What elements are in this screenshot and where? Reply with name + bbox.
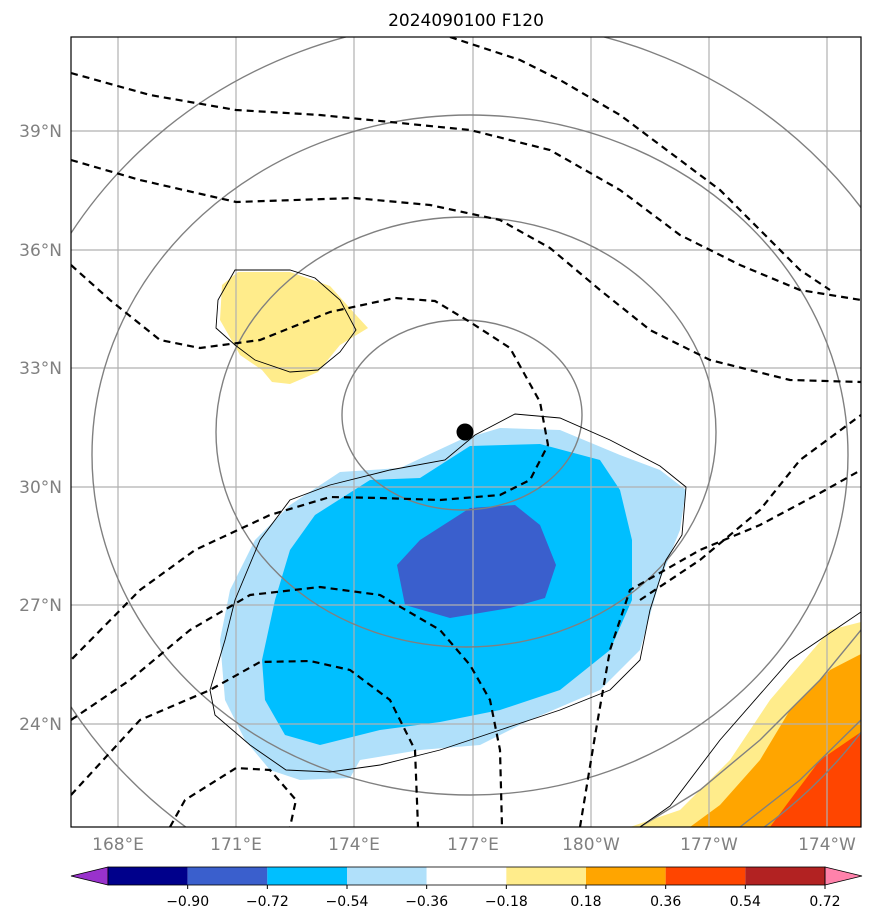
lat-label-27n: 27°N (19, 596, 62, 616)
colorbar-segment (347, 867, 427, 885)
significance-outlines (209, 269, 861, 827)
lat-label-30n: 30°N (19, 478, 62, 498)
colorbar-frame (107, 866, 826, 886)
colorbar-segment (586, 867, 666, 885)
colorbar-tick-label: −0.36 (405, 894, 448, 910)
colorbar: −0.90 −0.72 −0.54 −0.36 −0.18 0.18 0.36 0.54 0.7… (70, 866, 863, 910)
map-title: 2024090100 F120 (388, 11, 544, 31)
colorbar-tick-label: 0.36 (650, 894, 681, 910)
colorbar-extend-high (824, 866, 863, 886)
latitude-labels: 39°N 36°N 33°N 30°N 27°N 24°N (19, 122, 62, 735)
colorbar-segment (267, 867, 347, 885)
colorbar-ticks: −0.90 −0.72 −0.54 −0.36 −0.18 0.18 0.36 0.54 0.7… (166, 885, 841, 910)
lat-label-39n: 39°N (19, 122, 62, 142)
positive-anomaly-fill (220, 272, 861, 827)
colorbar-segment (665, 867, 746, 885)
lon-label-180w: 180°W (562, 835, 620, 855)
colorbar-segment (187, 867, 268, 885)
colorbar-tick-label: 0.18 (570, 894, 601, 910)
colorbar-segment (506, 867, 586, 885)
colorbar-segment (426, 867, 507, 885)
map-panel (71, 37, 861, 827)
colorbar-tick-label: 0.54 (730, 894, 761, 910)
lon-label-168e: 168°E (92, 835, 144, 855)
graticule (71, 37, 861, 827)
longitude-labels: 168°E 171°E 174°E 177°E 180°W 177°W 174°… (92, 835, 856, 855)
storm-center-marker (456, 423, 474, 441)
lon-label-177e: 177°E (447, 835, 499, 855)
lon-label-174e: 174°E (328, 835, 380, 855)
dashed-contours (71, 37, 861, 827)
gray-contours (71, 37, 861, 827)
colorbar-tick-label: −0.72 (246, 894, 289, 910)
lon-label-171e: 171°E (210, 835, 262, 855)
colorbar-segment (108, 867, 188, 885)
lat-label-33n: 33°N (19, 359, 62, 379)
colorbar-tick-label: 0.72 (809, 894, 840, 910)
colorbar-tick-label: −0.90 (166, 894, 209, 910)
colorbar-extend-low (70, 866, 109, 886)
lat-label-36n: 36°N (19, 241, 62, 261)
colorbar-segments (70, 866, 863, 886)
map-frame (70, 36, 862, 828)
lon-label-174w: 174°W (798, 835, 856, 855)
colorbar-tick-label: −0.54 (326, 894, 369, 910)
lon-label-177w: 177°W (680, 835, 738, 855)
lat-label-24n: 24°N (19, 715, 62, 735)
colorbar-tick-label: −0.18 (485, 894, 528, 910)
colorbar-segment (745, 867, 825, 885)
